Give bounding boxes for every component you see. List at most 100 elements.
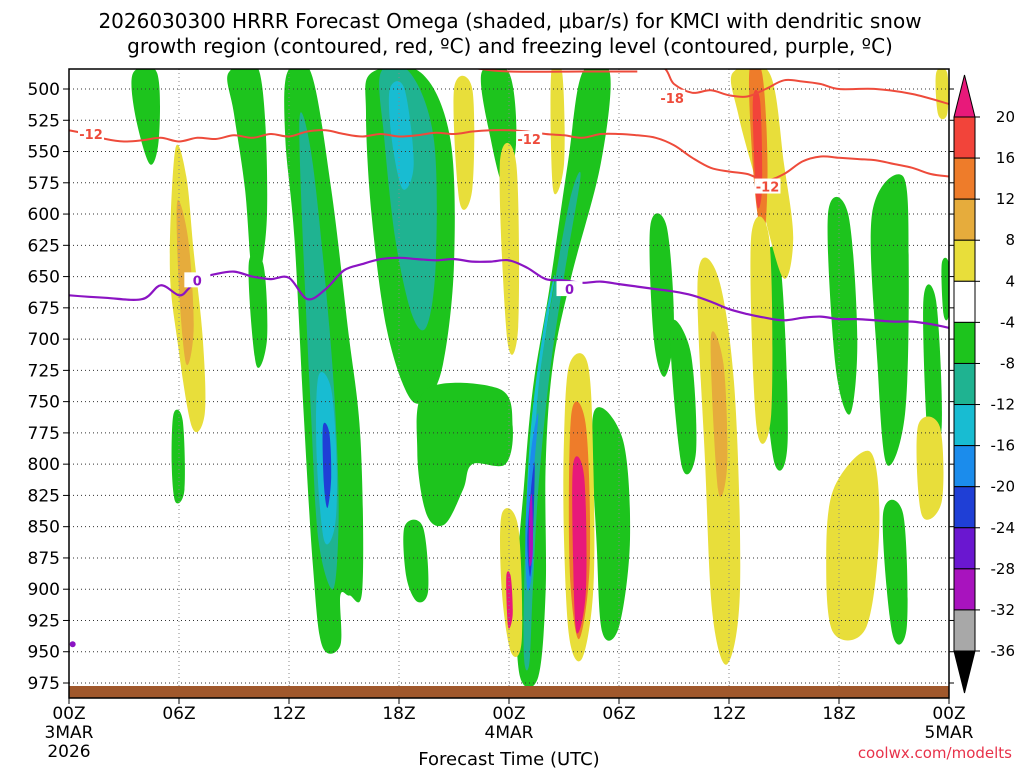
colorbar-label-4: 4: [1005, 272, 1015, 290]
freezing-marker: [69, 641, 76, 648]
omega-region-07z-lower-ascent: [670, 319, 697, 475]
y-tick-label-750: 750: [28, 393, 60, 413]
omega-region-19z-21z-ascent: [870, 174, 909, 466]
x-tick-label-48: 00Z: [932, 704, 965, 724]
y-tick-label-875: 875: [28, 549, 60, 569]
colorbar-label-0: 20: [996, 108, 1015, 126]
colorbar-label-8: -16: [991, 437, 1016, 455]
contour-label-3: -18: [660, 92, 684, 107]
colorbar-label-13: -36: [991, 642, 1016, 660]
colorbar-bin-11: [953, 527, 976, 570]
x-tick-date-24: 4MAR: [485, 723, 534, 743]
colorbar-bin-12: [953, 568, 976, 611]
colorbar-top-arrow: [953, 74, 976, 118]
omega-region-00z-5mar-edge-ascent: [941, 257, 949, 321]
contour-label-bg-3: [659, 89, 686, 105]
omega-region-03z-descent-max: [572, 456, 587, 634]
omega-region-23z-top-descent: [935, 69, 949, 120]
colorbar-bin-8: [953, 404, 976, 447]
y-tick-label-725: 725: [28, 361, 60, 381]
colorbar-label-12: -32: [991, 601, 1016, 619]
omega-region-near-00z-4mar-ascent: [516, 69, 611, 688]
omega-region-20-23z-descent: [499, 142, 520, 355]
x-tick-label-12: 12Z: [272, 704, 305, 724]
y-tick-label-950: 950: [28, 643, 60, 663]
colorbar-bin-7: [953, 362, 976, 406]
colorbar: 20 16 12 8 4 -4 -8 -12 -16 -20 -24 -28 -32 -36: [953, 74, 1016, 694]
colorbar-label-5: -4: [1000, 313, 1015, 331]
colorbar-label-2: 12: [996, 190, 1015, 208]
contour-label-0: -12: [79, 128, 103, 143]
colorbar-bin-2: [953, 157, 976, 200]
omega-region-19z-low-ascent: [403, 519, 429, 603]
y-tick-label-500: 500: [28, 80, 60, 100]
contour-label-5: 0: [565, 283, 574, 298]
x-tick-label-6: 06Z: [162, 704, 195, 724]
colorbar-label-1: 16: [996, 149, 1015, 167]
contours: -12 -12 -12 -18 0 0: [69, 69, 949, 648]
y-tick-label-700: 700: [28, 330, 60, 350]
x-tick-label-30: 06Z: [602, 704, 635, 724]
omega-region-07z-mid-ascent: [227, 69, 268, 290]
y-tick-label-925: 925: [28, 611, 60, 631]
omega-region-18-20z-descent: [826, 450, 880, 641]
colorbar-bin-13: [953, 609, 976, 652]
contour-label-1: -12: [517, 133, 541, 148]
dgz-contour-1: [663, 69, 949, 105]
y-tick-label-625: 625: [28, 236, 60, 256]
omega-region-06z-ascent-sliver: [131, 69, 160, 165]
omega-region-22z-low-ascent: [882, 499, 908, 645]
freezing-level-contour: [69, 256, 949, 329]
chart-title-line1: 2026030300 HRRR Forecast Omega (shaded, …: [98, 9, 921, 33]
contour-label-2: -12: [756, 181, 780, 196]
y-tick-label-800: 800: [28, 455, 60, 475]
y-tick-label-525: 525: [28, 111, 60, 131]
omega-region-near-00z-extreme: [528, 493, 533, 567]
y-tick-label-900: 900: [28, 580, 60, 600]
plot-area: -12 -12 -12 -18 0 0: [69, 69, 949, 698]
colorbar-bin-3: [953, 198, 976, 241]
omega-region-22z-descent: [916, 416, 944, 520]
omega-region-upper-ascent-max: [388, 81, 414, 190]
x-tick-label-24: 00Z: [492, 704, 525, 724]
omega-region-12-14z-deep-descent: [750, 216, 773, 444]
omega-region-03z-mid-ascent: [649, 213, 675, 377]
credit-text: coolwx.com/modelts: [858, 744, 1012, 762]
colorbar-bin-6: [953, 321, 976, 364]
y-tick-label-975: 975: [28, 674, 60, 694]
y-tick-label-600: 600: [28, 205, 60, 225]
omega-region-21z-ascent: [923, 284, 942, 461]
colorbar-bin-5: [953, 280, 976, 323]
x-tick-label-0: 00Z: [52, 704, 85, 724]
x-axis-label: Forecast Time (UTC): [418, 749, 599, 768]
omega-shading: [131, 69, 949, 688]
omega-region-23z-low-core: [506, 571, 513, 629]
y-tick-label-775: 775: [28, 424, 60, 444]
chart-title-line2: growth region (contoured, red, ºC) and f…: [127, 34, 893, 58]
y-axis: 500 525 550 575 600 625 650 675 700 725 750 775 800 8…: [28, 80, 954, 694]
x-tick-label-18: 18Z: [382, 704, 415, 724]
colorbar-bin-4: [953, 239, 976, 282]
x-tick-label-42: 18Z: [822, 704, 855, 724]
x-tick-date-0: 3MAR: [45, 723, 94, 743]
y-tick-label-850: 850: [28, 518, 60, 538]
y-tick-label-550: 550: [28, 143, 60, 163]
contour-label-bg-1: [516, 131, 543, 147]
omega-region-09z-ascent: [248, 253, 268, 368]
contour-label-bg-2: [754, 178, 781, 194]
contour-label-bg-0: [78, 126, 104, 142]
omega-region-06z-low-ascent: [171, 409, 185, 504]
omega-region-22z-high-descent: [453, 75, 475, 210]
grid: [69, 69, 949, 698]
colorbar-bottom-arrow: [953, 650, 976, 694]
colorbar-label-7: -12: [991, 396, 1016, 414]
contour-label-bg-5: [556, 281, 583, 297]
omega-region-02z-descent-column: [550, 69, 565, 195]
dgz-contour-0: [69, 129, 949, 182]
omega-region-03z-05z-low-ascent: [591, 407, 631, 641]
contour-label-4: 0: [193, 274, 202, 289]
colorbar-bin-9: [953, 445, 976, 488]
y-tick-label-675: 675: [28, 299, 60, 319]
